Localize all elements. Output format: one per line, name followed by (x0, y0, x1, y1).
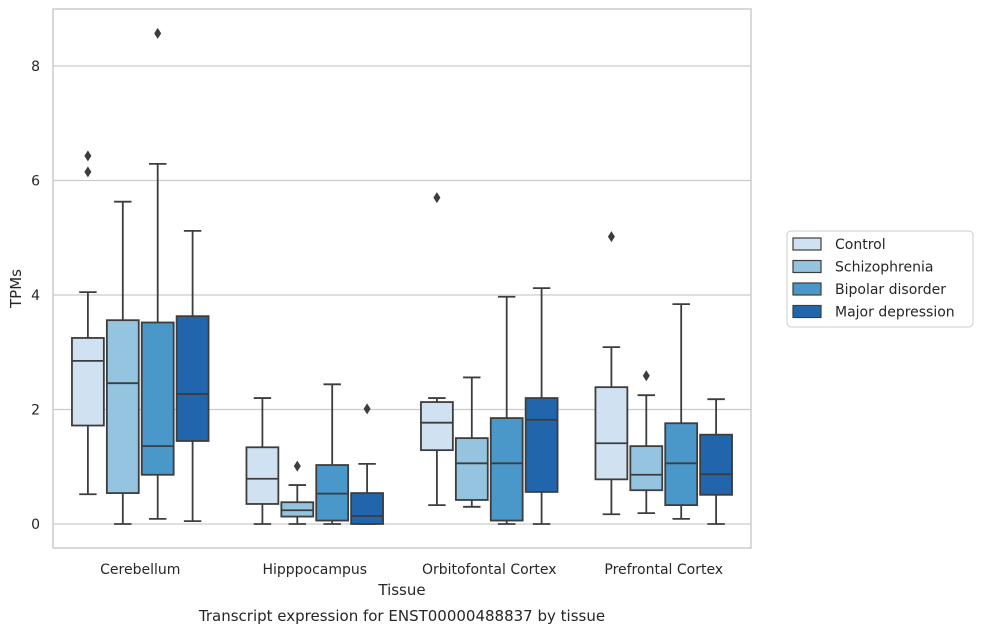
y-tick-label: 6 (31, 174, 40, 190)
legend-label: Schizophrenia (835, 260, 933, 276)
box-control (71, 150, 105, 496)
y-axis-label: TPMs (7, 269, 25, 309)
box-major-depression (524, 287, 559, 525)
outlier-point (642, 370, 650, 382)
legend-label: Control (835, 237, 886, 253)
y-tick-label: 4 (31, 288, 40, 304)
legend-label: Bipolar disorder (835, 282, 946, 298)
y-tick-label: 2 (31, 403, 40, 419)
box-iqr (699, 433, 733, 496)
box-schizophrenia (629, 370, 664, 515)
box-iqr (629, 445, 664, 492)
outlier-point (433, 192, 441, 204)
box-iqr (489, 417, 524, 522)
y-tick-label: 8 (31, 59, 40, 75)
outlier-point (84, 166, 92, 178)
box-control (245, 397, 280, 525)
legend-swatch (792, 237, 822, 251)
x-tick-label: Cerebellum (100, 562, 180, 578)
legend-swatch (792, 282, 822, 296)
legend-swatch (792, 259, 822, 274)
box-schizophrenia (280, 460, 315, 525)
x-tick-label: Orbitofontal Cortex (422, 562, 557, 578)
box-iqr (105, 319, 140, 494)
outlier-point (84, 150, 92, 162)
x-axis-label: Tissue (377, 581, 425, 599)
box-iqr (71, 337, 105, 427)
legend-swatch (792, 304, 822, 319)
legend-label: Major depression (835, 305, 955, 321)
box-iqr (420, 401, 454, 452)
box-iqr (175, 315, 210, 442)
box-control (594, 231, 629, 516)
box-iqr (454, 437, 489, 501)
x-tick-label: Hipppocampus (262, 562, 367, 578)
box-iqr (350, 492, 384, 525)
box-iqr (524, 397, 559, 493)
box-bipolar-disorder (664, 303, 699, 520)
outlier-point (293, 460, 301, 472)
box-iqr (594, 386, 629, 481)
x-tick-label: Prefrontal Cortex (604, 562, 723, 578)
box-iqr (245, 446, 280, 505)
box-bipolar-disorder (140, 27, 175, 520)
box-bipolar-disorder (315, 383, 350, 525)
box-major-depression (175, 229, 210, 523)
box-iqr (140, 321, 175, 476)
box-schizophrenia (105, 200, 140, 525)
y-tick-label: 0 (31, 517, 40, 533)
box-bipolar-disorder (489, 295, 524, 525)
box-major-depression (699, 398, 733, 525)
chart-caption: Transcript expression for ENST0000048883… (198, 607, 605, 625)
legend: Control Schizophrenia Bipolar disorder Majo… (786, 230, 974, 328)
outlier-point (154, 27, 162, 39)
box-major-depression (350, 403, 384, 525)
outlier-point (607, 231, 615, 243)
plot-frame (52, 8, 752, 549)
box-schizophrenia (454, 376, 489, 508)
outlier-point (363, 403, 371, 415)
box-control (420, 192, 454, 507)
legend-frame (786, 230, 974, 328)
